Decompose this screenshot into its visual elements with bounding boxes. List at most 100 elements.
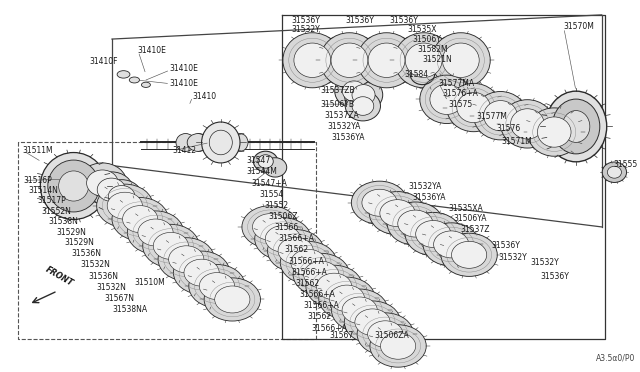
Text: 31577MA: 31577MA — [438, 79, 474, 88]
Ellipse shape — [123, 206, 157, 232]
Ellipse shape — [317, 273, 352, 300]
Text: 31552: 31552 — [264, 201, 289, 210]
Text: 31582M: 31582M — [417, 45, 448, 54]
Ellipse shape — [253, 151, 278, 171]
Ellipse shape — [204, 278, 260, 321]
Text: 31536N: 31536N — [88, 272, 118, 280]
Ellipse shape — [48, 160, 99, 212]
Ellipse shape — [278, 237, 314, 264]
Text: 31570M: 31570M — [563, 22, 594, 31]
Ellipse shape — [101, 180, 142, 213]
Ellipse shape — [342, 81, 365, 101]
Text: 31410E: 31410E — [138, 46, 166, 55]
Ellipse shape — [357, 33, 416, 88]
Text: 31562: 31562 — [285, 246, 309, 254]
Ellipse shape — [442, 43, 479, 77]
Ellipse shape — [40, 153, 107, 219]
Ellipse shape — [602, 162, 627, 182]
Ellipse shape — [59, 171, 88, 201]
Ellipse shape — [320, 33, 379, 88]
Text: 31410E: 31410E — [170, 64, 198, 73]
Text: 31510M: 31510M — [134, 278, 165, 287]
Ellipse shape — [97, 178, 125, 201]
Ellipse shape — [457, 92, 490, 123]
Circle shape — [129, 77, 140, 83]
Ellipse shape — [416, 221, 451, 247]
Text: 31536Y: 31536Y — [291, 16, 320, 25]
Text: 31532N: 31532N — [81, 260, 111, 269]
Circle shape — [117, 71, 130, 78]
Ellipse shape — [331, 43, 368, 77]
Ellipse shape — [352, 84, 375, 105]
Ellipse shape — [158, 238, 214, 281]
Ellipse shape — [511, 109, 544, 139]
Ellipse shape — [346, 91, 380, 121]
Ellipse shape — [351, 181, 408, 224]
Text: 31535X: 31535X — [407, 25, 436, 34]
Text: 31571M: 31571M — [501, 137, 532, 146]
Text: 31410E: 31410E — [170, 79, 198, 88]
Ellipse shape — [431, 54, 443, 63]
Ellipse shape — [405, 43, 442, 77]
Ellipse shape — [86, 170, 118, 196]
Ellipse shape — [368, 43, 405, 77]
Ellipse shape — [335, 74, 373, 108]
Ellipse shape — [294, 43, 331, 77]
Ellipse shape — [552, 99, 600, 154]
Ellipse shape — [138, 219, 173, 246]
Ellipse shape — [398, 210, 433, 237]
Ellipse shape — [319, 277, 375, 320]
Text: 31536Y: 31536Y — [492, 241, 520, 250]
Text: 31506YA: 31506YA — [453, 214, 486, 223]
Text: 31537ZA: 31537ZA — [324, 111, 359, 120]
Text: 31532YA: 31532YA — [328, 122, 361, 131]
Text: 31536YA: 31536YA — [413, 193, 446, 202]
Ellipse shape — [405, 212, 461, 256]
Text: 31532Y: 31532Y — [530, 258, 559, 267]
Ellipse shape — [242, 206, 298, 248]
Ellipse shape — [200, 273, 235, 299]
Ellipse shape — [189, 264, 245, 308]
Ellipse shape — [293, 253, 349, 296]
Ellipse shape — [420, 75, 474, 124]
Ellipse shape — [394, 33, 453, 88]
Text: 31566+A: 31566+A — [288, 257, 324, 266]
Text: 31566+A: 31566+A — [311, 324, 347, 333]
Text: 31538NA: 31538NA — [112, 305, 147, 314]
Ellipse shape — [607, 166, 621, 178]
Ellipse shape — [112, 198, 168, 241]
Text: 31547: 31547 — [246, 156, 271, 165]
Text: 31506YB: 31506YB — [320, 100, 354, 109]
Text: 31538N: 31538N — [49, 217, 79, 226]
Ellipse shape — [527, 108, 581, 156]
Ellipse shape — [108, 186, 135, 207]
Ellipse shape — [538, 117, 571, 147]
Ellipse shape — [90, 172, 133, 208]
Ellipse shape — [127, 211, 184, 254]
Text: 31537ZB: 31537ZB — [320, 86, 355, 94]
Text: 31566: 31566 — [274, 223, 298, 232]
Ellipse shape — [562, 110, 590, 142]
Text: 31552N: 31552N — [42, 207, 72, 216]
Ellipse shape — [232, 134, 248, 151]
Ellipse shape — [342, 297, 378, 324]
Text: 31536Y: 31536Y — [541, 272, 570, 280]
Text: 31537Z: 31537Z — [461, 225, 490, 234]
Ellipse shape — [357, 313, 413, 355]
Ellipse shape — [252, 214, 288, 240]
Ellipse shape — [344, 301, 401, 343]
Text: 31517P: 31517P — [37, 196, 66, 205]
Text: 31532YA: 31532YA — [408, 182, 442, 191]
Ellipse shape — [169, 246, 204, 273]
Ellipse shape — [215, 286, 250, 313]
Text: 31506Y: 31506Y — [412, 35, 441, 44]
Text: 31506Z: 31506Z — [269, 212, 298, 221]
Text: 31410: 31410 — [192, 92, 216, 101]
Ellipse shape — [369, 192, 426, 235]
Ellipse shape — [434, 231, 468, 258]
Ellipse shape — [380, 333, 416, 359]
Text: 31577M: 31577M — [477, 112, 508, 121]
Text: 31576: 31576 — [496, 124, 520, 133]
Text: 31566+A: 31566+A — [278, 234, 314, 243]
Text: 31576+A: 31576+A — [443, 89, 479, 98]
